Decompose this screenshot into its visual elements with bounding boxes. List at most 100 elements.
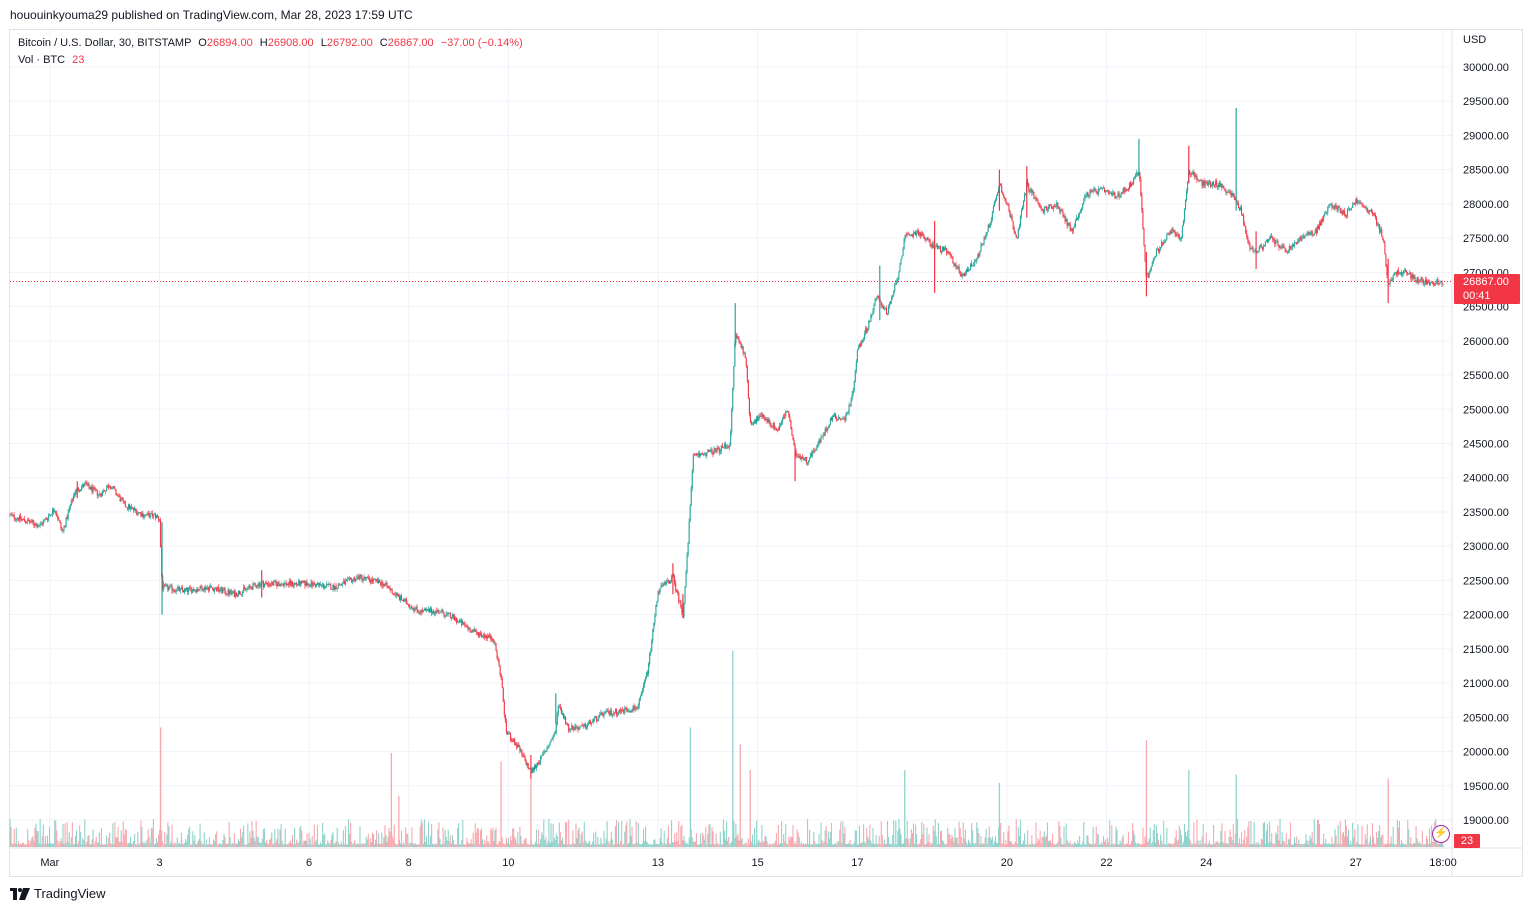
volume-bar xyxy=(972,830,974,847)
volume-bar-spike xyxy=(390,753,393,847)
volume-bar xyxy=(348,819,350,847)
volume-bar xyxy=(921,821,923,847)
candle-body xyxy=(333,585,335,591)
candle-body xyxy=(1240,207,1242,211)
volume-bar xyxy=(1138,843,1140,847)
candle-body xyxy=(934,245,936,247)
candle-body xyxy=(452,614,454,617)
volume-bar xyxy=(435,843,437,847)
candle-body xyxy=(338,584,340,586)
volume-bar xyxy=(436,844,438,847)
volume-bar xyxy=(992,844,994,847)
volume-bar xyxy=(862,842,864,847)
candle-body xyxy=(793,440,795,446)
candle-body xyxy=(381,581,383,586)
volume-bar xyxy=(352,844,354,847)
candle-body xyxy=(1017,229,1019,239)
candle-body xyxy=(242,591,244,595)
candle-body xyxy=(457,621,459,623)
candle-body xyxy=(1380,229,1382,233)
volume-bar xyxy=(461,839,463,847)
candle-body xyxy=(783,415,785,419)
currency-label[interactable]: USD xyxy=(1463,34,1487,46)
volume-bar xyxy=(839,829,841,847)
candle-body xyxy=(779,423,782,426)
time-tick-label: 10 xyxy=(502,857,514,869)
price-tick-label: 26500.00 xyxy=(1463,302,1509,314)
candle-body xyxy=(589,720,592,724)
candle-body xyxy=(1033,191,1035,199)
volume-label[interactable]: Vol · BTC xyxy=(18,54,66,66)
volume-bar xyxy=(475,832,477,847)
open-label: O xyxy=(198,37,207,49)
candle-body xyxy=(788,411,790,417)
volume-bar xyxy=(1094,842,1096,847)
volume-bar xyxy=(1074,843,1077,847)
volume-bar xyxy=(1355,844,1357,847)
volume-bar xyxy=(858,825,861,847)
volume-bar xyxy=(459,844,461,847)
volume-bar xyxy=(1385,843,1387,847)
lightning-icon[interactable]: ⚡ xyxy=(1432,825,1450,843)
volume-bar xyxy=(715,833,717,847)
volume-bar xyxy=(339,844,341,847)
volume-bar xyxy=(1384,844,1386,847)
volume-bar xyxy=(819,844,821,847)
volume-bar xyxy=(554,840,556,847)
volume-bar xyxy=(272,843,274,847)
volume-bar xyxy=(716,843,718,847)
symbol-label[interactable]: Bitcoin / U.S. Dollar, 30, BITSTAMP xyxy=(18,37,192,49)
tradingview-logo[interactable]: TradingView xyxy=(10,886,106,901)
volume-bar xyxy=(1238,838,1241,847)
candle-body xyxy=(1265,240,1268,242)
volume-bar xyxy=(92,829,94,847)
candle-body xyxy=(987,225,989,233)
candle-body xyxy=(768,419,770,423)
candle-body xyxy=(1303,236,1305,238)
candle-body xyxy=(1284,248,1286,252)
candle-body xyxy=(791,429,793,435)
volume-bar xyxy=(1257,841,1259,847)
volume-bar xyxy=(282,844,284,847)
candle-body xyxy=(1005,198,1007,203)
volume-bar xyxy=(58,844,60,847)
candle-body xyxy=(127,504,129,509)
candle-body xyxy=(1339,208,1341,214)
volume-bar xyxy=(976,822,978,847)
volume-bar xyxy=(899,828,901,847)
volume-bar xyxy=(1090,843,1092,847)
candle-body xyxy=(79,490,81,492)
candle-body xyxy=(1261,246,1263,250)
candle-body xyxy=(1178,234,1180,240)
volume-bar xyxy=(365,836,367,847)
volume-bar xyxy=(893,820,895,847)
volume-bar xyxy=(956,837,958,847)
candle-body xyxy=(1057,202,1059,208)
volume-bar xyxy=(1405,843,1407,847)
candle-body xyxy=(1329,203,1331,207)
volume-bar xyxy=(418,844,420,847)
candle-body xyxy=(855,361,857,372)
candle-body xyxy=(488,635,490,638)
volume-bar xyxy=(330,840,332,847)
volume-bar xyxy=(336,827,338,847)
candle-body xyxy=(1289,245,1291,249)
candle-body xyxy=(1173,230,1175,232)
candle-body xyxy=(919,232,921,236)
candle-body xyxy=(449,613,451,618)
candle-body xyxy=(1168,234,1170,236)
volume-bar xyxy=(88,834,90,847)
candle-body xyxy=(232,591,234,593)
volume-bar xyxy=(1046,822,1048,847)
volume-bar xyxy=(191,844,193,847)
candle-body xyxy=(1123,188,1125,192)
candle-body xyxy=(132,507,134,509)
candle-body xyxy=(283,583,285,587)
candle-body xyxy=(709,450,711,452)
volume-bar xyxy=(1022,840,1025,847)
volume-bar xyxy=(785,823,787,847)
volume-bar xyxy=(274,828,276,847)
candle-body xyxy=(813,450,815,452)
candle-body xyxy=(279,584,281,587)
